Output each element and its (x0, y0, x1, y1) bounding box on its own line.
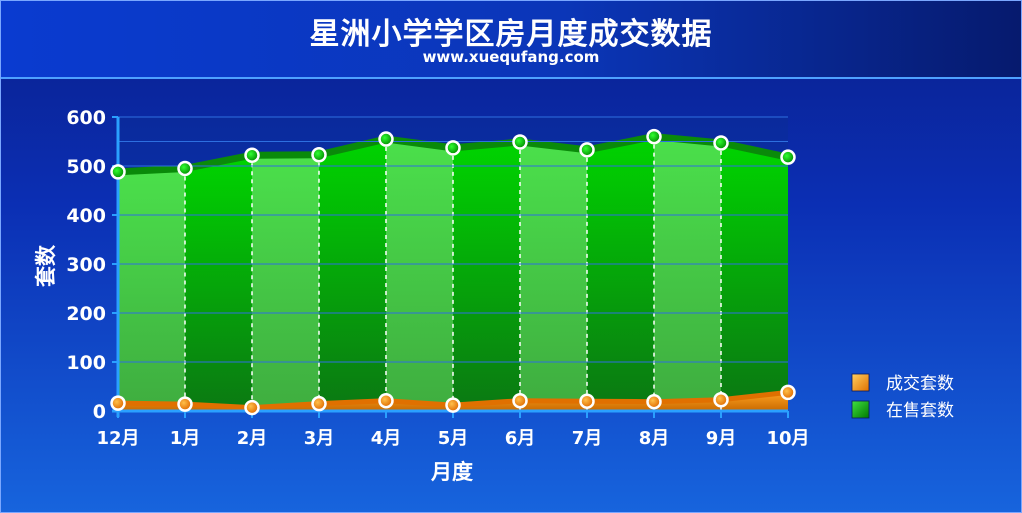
y-tick-label: 0 (93, 401, 106, 423)
x-axis-title: 月度 (430, 460, 473, 484)
deal-point (512, 392, 528, 409)
y-tick-label: 200 (66, 303, 106, 325)
listing-area-band (118, 168, 185, 405)
listing-point (445, 140, 461, 156)
listing-point (646, 128, 662, 145)
deal-point (780, 384, 796, 401)
listing-point (579, 142, 595, 158)
deal-point (378, 392, 394, 409)
x-tick-label: 10月 (766, 428, 809, 449)
listing-area-band (386, 139, 453, 406)
deal-point (311, 395, 327, 412)
x-tick-label: 4月 (371, 428, 402, 449)
x-tick-label: 1月 (170, 428, 201, 449)
x-tick-label: 5月 (438, 428, 469, 449)
listing-area-band (587, 136, 654, 402)
chart-subtitle: www.xuequfang.com (422, 48, 600, 66)
legend-swatch (851, 400, 870, 419)
x-tick-label: 12月 (96, 428, 139, 449)
x-tick-label: 6月 (505, 428, 536, 449)
x-tick-label: 3月 (304, 428, 335, 449)
y-tick-label: 100 (66, 352, 106, 374)
y-tick-label: 500 (66, 156, 106, 178)
listing-point (177, 160, 193, 177)
listing-area-band (520, 141, 587, 402)
listing-point (244, 147, 260, 163)
x-tick-label: 8月 (639, 428, 670, 449)
legend-swatch (851, 373, 870, 392)
listing-area-band (721, 142, 788, 400)
listing-point (378, 131, 394, 147)
x-tick-label: 7月 (572, 428, 603, 449)
y-tick-label: 400 (66, 205, 106, 227)
legend-label: 在售套数 (886, 401, 954, 421)
listing-area-band (319, 139, 386, 404)
chart-title: 星洲小学学区房月度成交数据 (309, 17, 713, 52)
listing-point (110, 164, 126, 180)
x-tick-label: 9月 (706, 428, 737, 449)
listing-point (713, 135, 729, 151)
deal-point (579, 393, 595, 409)
listing-area-band (185, 155, 252, 408)
deal-point (713, 391, 729, 408)
listing-area-band (252, 154, 319, 408)
listing-point (512, 134, 528, 150)
y-tick-label: 300 (66, 254, 106, 276)
listing-area-band (453, 141, 520, 406)
y-tick-label: 600 (66, 107, 106, 129)
deal-point (244, 399, 260, 416)
listing-point (311, 146, 327, 163)
chart-header: 星洲小学学区房月度成交数据 www.xuequfang.com (1, 1, 1021, 79)
deal-point (445, 397, 461, 413)
listing-area-band (654, 136, 721, 402)
legend-label: 成交套数 (886, 374, 954, 394)
listing-point (780, 149, 796, 165)
x-tick-label: 2月 (237, 428, 268, 449)
deal-point (646, 393, 662, 410)
y-axis-title: 套数 (34, 244, 58, 287)
deal-point (177, 396, 193, 412)
deal-point (110, 395, 126, 411)
